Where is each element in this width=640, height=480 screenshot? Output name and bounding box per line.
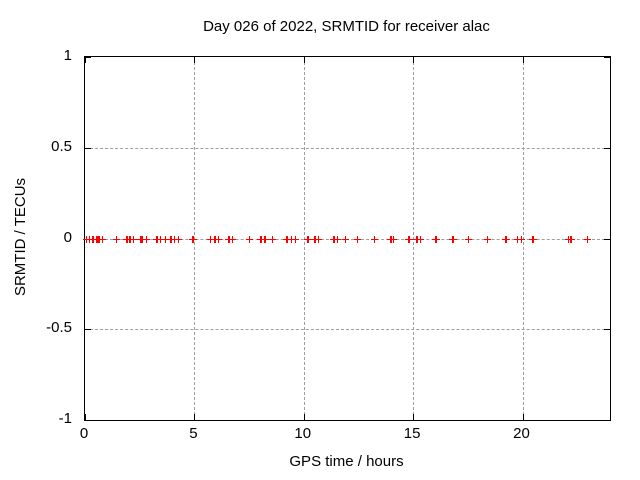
data-point-marker (334, 235, 341, 243)
data-point-marker (405, 235, 413, 243)
data-point-marker (129, 235, 137, 243)
x-tick-top (194, 57, 196, 63)
data-point-marker (190, 235, 198, 243)
y-tick-label: 0.5 (51, 137, 72, 155)
data-point-marker (113, 235, 121, 243)
data-point-marker (517, 235, 525, 243)
y-tick-left (85, 420, 91, 421)
data-point-marker (583, 235, 591, 243)
x-axis-label: GPS time / hours (289, 453, 404, 470)
x-tick-bottom (522, 414, 524, 420)
data-point-marker (292, 235, 299, 243)
data-point-marker (261, 235, 269, 243)
data-point-marker (449, 235, 457, 243)
y-tick-right (604, 147, 610, 149)
x-tick-bottom (194, 414, 196, 420)
data-point-marker (514, 235, 522, 243)
x-tick-bottom (85, 414, 86, 420)
y-tick-left (85, 57, 91, 58)
data-point-marker (246, 235, 254, 243)
data-point-marker (215, 235, 222, 243)
y-tick-right (604, 57, 610, 58)
x-tick-label: 15 (403, 425, 421, 442)
data-point-marker (529, 235, 537, 243)
data-point-marker (99, 235, 107, 243)
y-tick-label: 1 (63, 47, 72, 64)
chart-title: Day 026 of 2022, SRMTID for receiver ala… (203, 18, 490, 35)
data-point-marker (162, 235, 170, 243)
data-point-marker (370, 235, 378, 243)
x-tick-label: 20 (513, 425, 530, 442)
y-tick-right (604, 329, 610, 331)
x-tick-label: 5 (189, 425, 198, 442)
data-point-marker (206, 235, 214, 243)
y-tick-left (85, 147, 91, 149)
y-tick-right (604, 238, 610, 240)
data-point-marker (314, 235, 322, 243)
y-gridline (85, 329, 610, 331)
data-point-marker (269, 235, 277, 243)
data-point-marker (353, 235, 361, 243)
x-tick-top (303, 57, 305, 63)
x-tick-label: 0 (79, 425, 89, 442)
data-point-marker (174, 235, 182, 243)
data-point-marker (432, 235, 440, 243)
data-point-marker (416, 235, 424, 243)
x-tick-top (85, 57, 86, 63)
data-point-marker (502, 235, 510, 243)
data-point-marker (464, 235, 472, 243)
data-point-marker (342, 235, 350, 243)
y-tick-label: -0.5 (46, 319, 72, 337)
data-point-marker (567, 235, 575, 243)
x-tick-bottom (303, 414, 305, 420)
y-gridline (85, 147, 610, 149)
data-point-marker (156, 235, 164, 243)
data-point-marker (304, 235, 312, 243)
data-point-marker (283, 235, 291, 243)
plot-area (83, 56, 611, 421)
data-point-marker (390, 235, 397, 243)
y-tick-right (604, 420, 610, 421)
x-tick-label: 10 (294, 425, 312, 442)
data-point-marker (142, 235, 150, 243)
x-tick-top (522, 57, 524, 63)
x-tick-bottom (413, 414, 415, 420)
y-tick-label: 0 (63, 228, 72, 246)
y-tick-label: -1 (58, 410, 72, 427)
data-point-marker (229, 235, 236, 243)
x-tick-top (413, 57, 415, 63)
y-tick-left (85, 329, 91, 331)
data-point-marker (288, 235, 296, 243)
data-point-marker (484, 235, 492, 243)
